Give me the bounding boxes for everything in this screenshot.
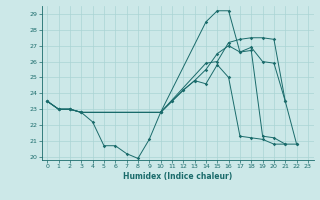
X-axis label: Humidex (Indice chaleur): Humidex (Indice chaleur) <box>123 172 232 181</box>
